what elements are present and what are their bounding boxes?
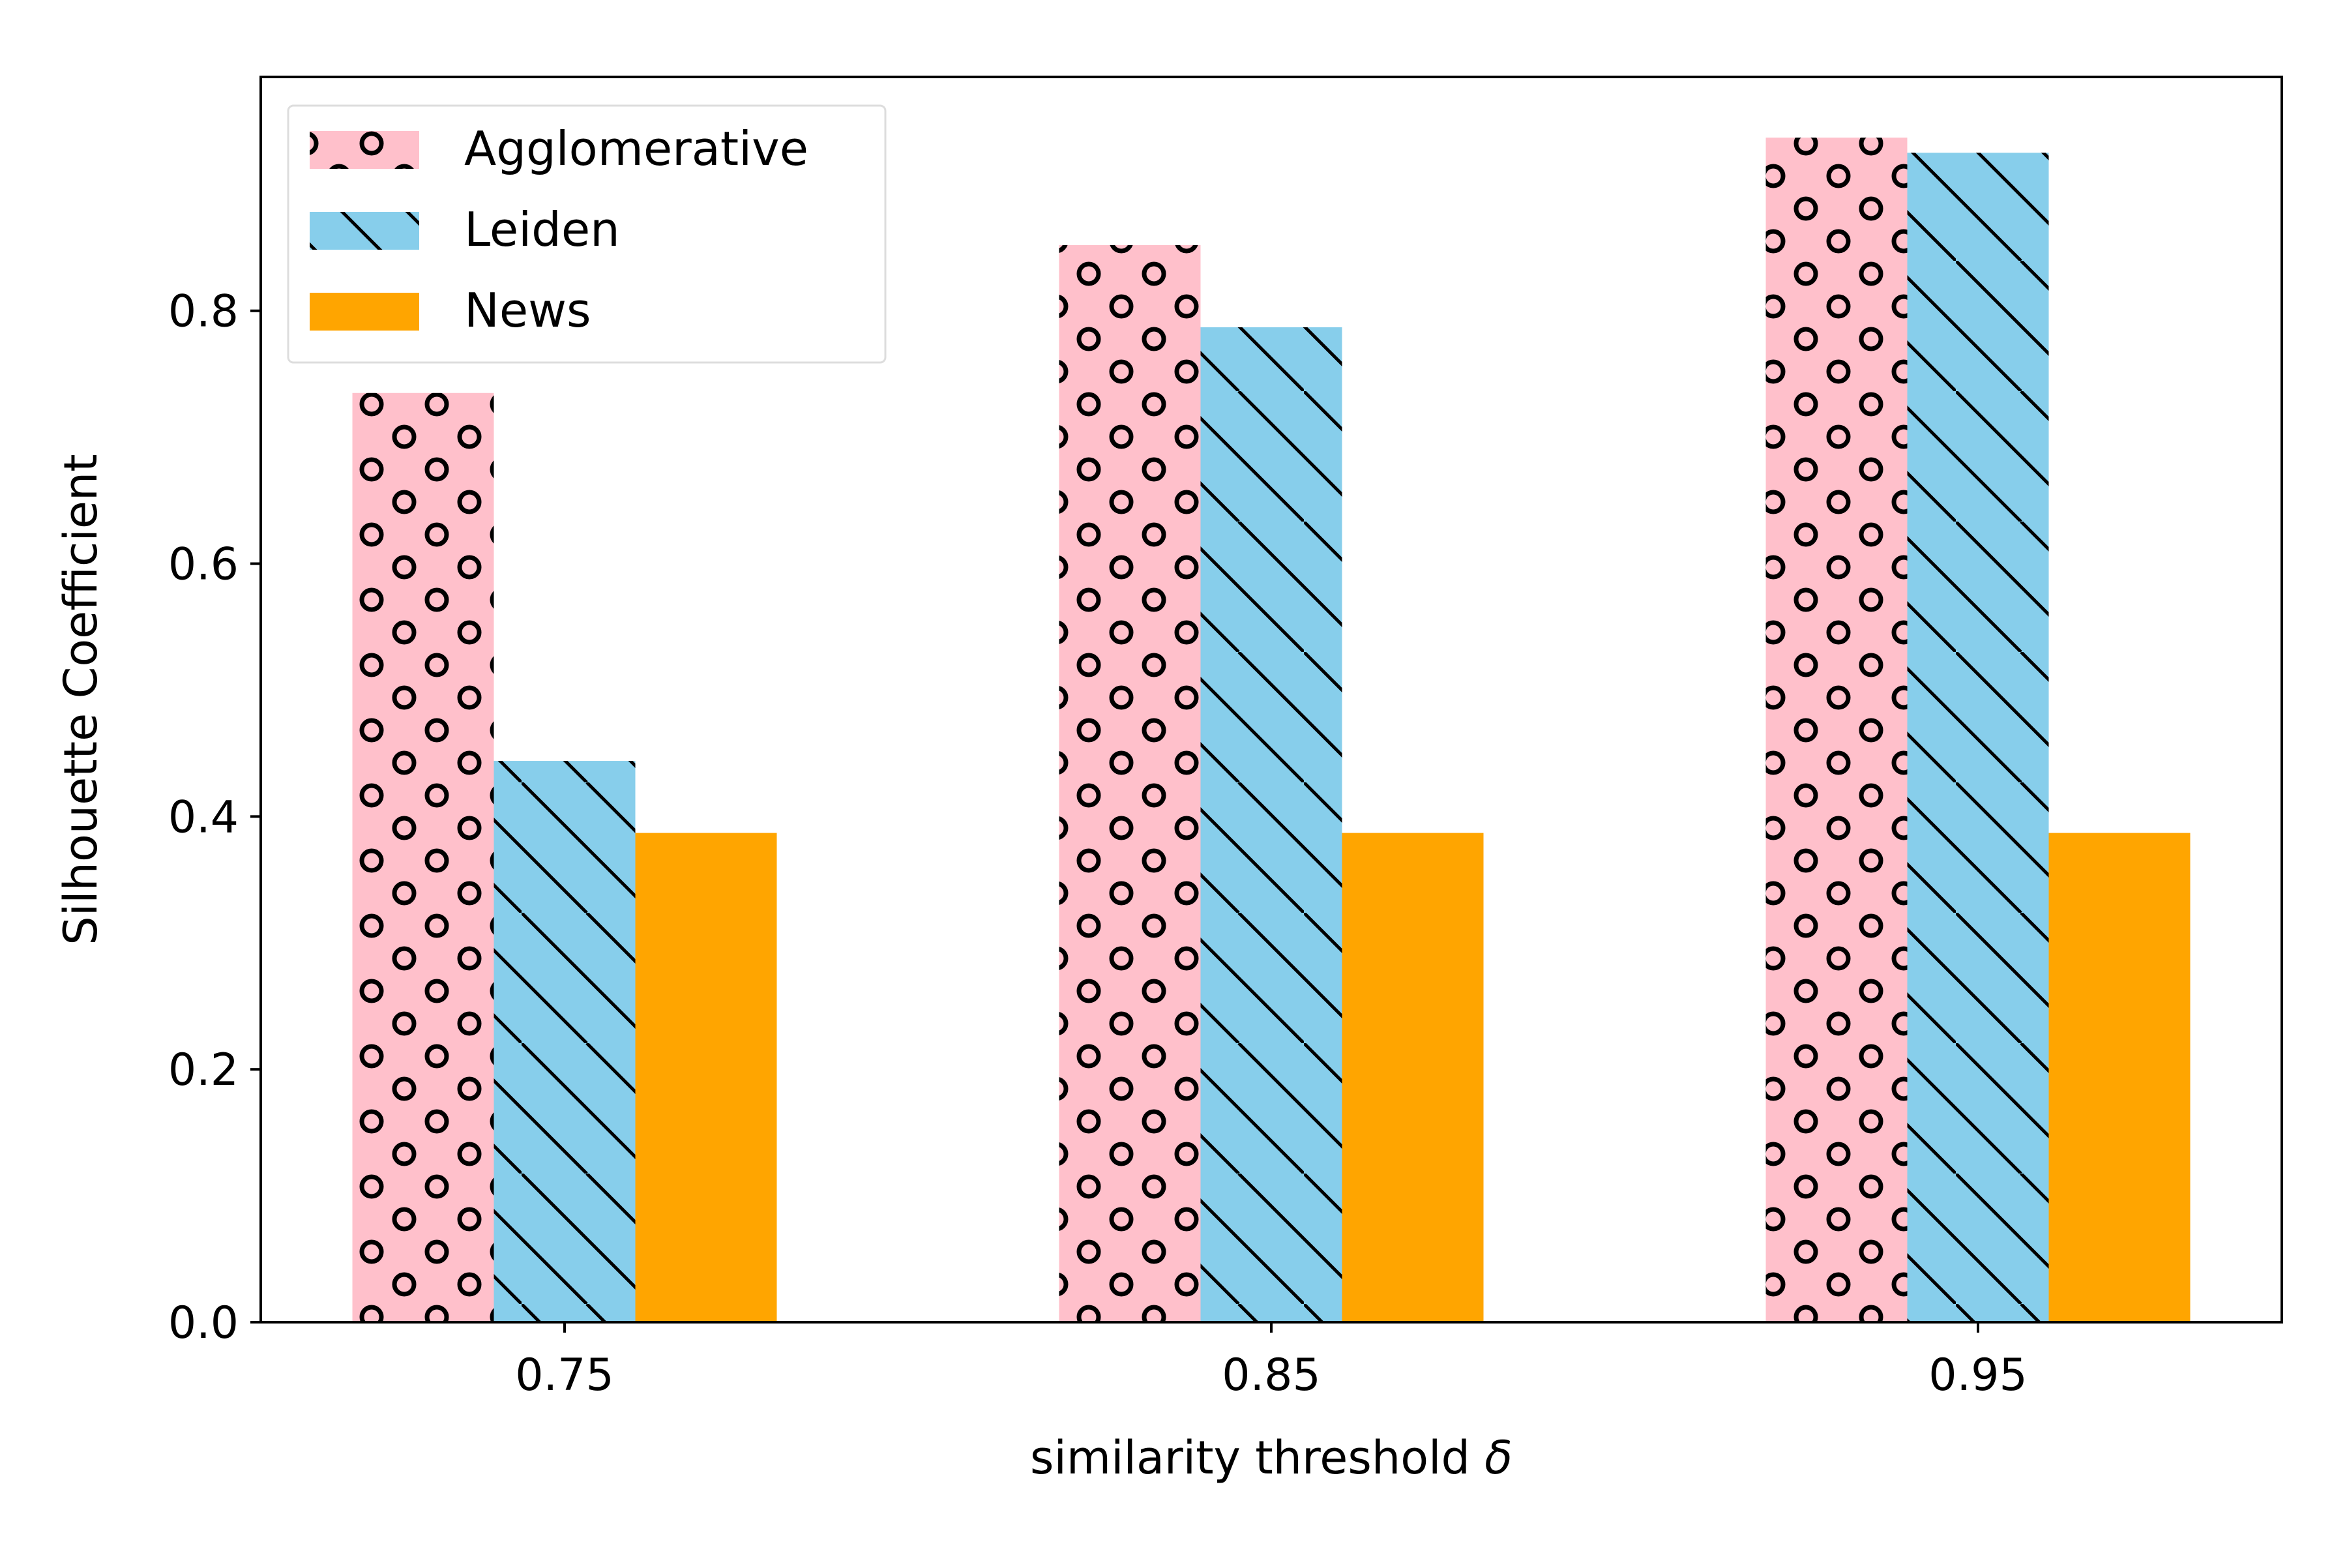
legend-swatch-hatch-leiden	[310, 212, 419, 250]
y-tick-label: 0.4	[168, 791, 239, 843]
legend-frame	[287, 104, 887, 364]
bar-hatch-leiden-0.95	[1907, 153, 2049, 1322]
bars-layer	[352, 138, 2191, 1323]
x-tick-label: 0.95	[1928, 1350, 2027, 1401]
y-tick-label: 0.6	[168, 539, 239, 591]
legend-items: Agglomerative Leiden News	[310, 121, 808, 338]
y-tick-label: 0.2	[168, 1044, 239, 1096]
bar-hatch-leiden-0.85	[1200, 327, 1342, 1322]
legend: Agglomerative Leiden News	[287, 104, 887, 364]
x-axis-label: similarity threshold δ	[1030, 1431, 1513, 1485]
bar-hatch-agglomerative-0.95	[1765, 138, 1908, 1322]
x-tick-label: 0.75	[515, 1350, 613, 1401]
legend-label-agglomerative: Agglomerative	[464, 121, 808, 176]
legend-label-leiden: Leiden	[464, 202, 620, 257]
bar-news-0.75	[635, 833, 777, 1322]
plot-frame	[259, 76, 2283, 1324]
legend-label-news: News	[464, 283, 591, 338]
y-axis-label: Silhouette Coefficient	[54, 454, 108, 945]
legend-swatch-news	[310, 293, 419, 331]
bar-hatch-agglomerative-0.85	[1059, 244, 1201, 1323]
bar-hatch-agglomerative-0.75	[352, 392, 494, 1323]
bar-news-0.85	[1342, 833, 1484, 1322]
bar-news-0.95	[2048, 833, 2191, 1322]
x-axis-label-text: similarity threshold	[1030, 1431, 1470, 1485]
y-ticks: 0.0 0.2 0.4 0.6 0.8	[168, 286, 261, 1349]
legend-swatch-hatch-agglomerative	[310, 131, 419, 169]
x-ticks: 0.75 0.85 0.95	[515, 1322, 2028, 1401]
bar-hatch-leiden-0.75	[494, 761, 636, 1322]
x-tick-label: 0.85	[1222, 1350, 1320, 1401]
y-tick-label: 0.8	[168, 286, 239, 338]
x-axis-label-symbol: δ	[1484, 1431, 1513, 1485]
y-tick-label: 0.0	[168, 1297, 239, 1349]
